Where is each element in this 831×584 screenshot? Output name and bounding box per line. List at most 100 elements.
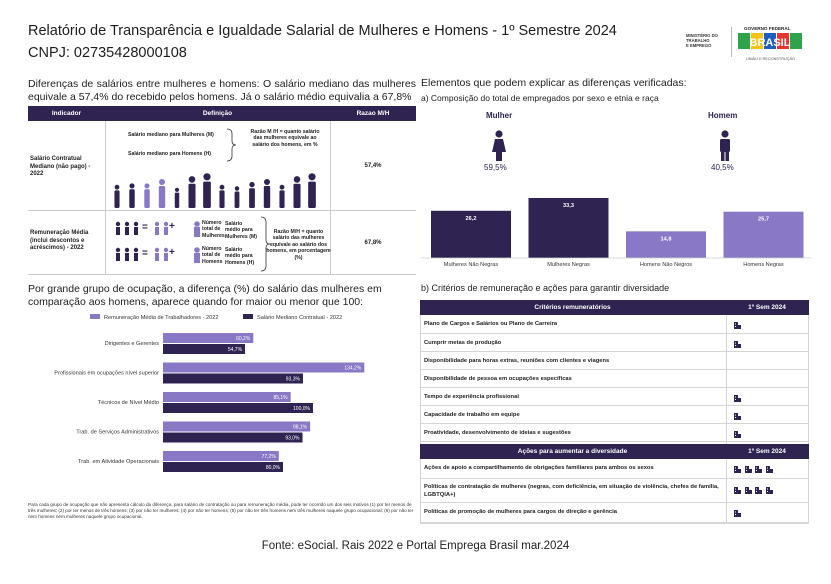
- building-icon: [744, 466, 752, 473]
- criteria-row-label: Disponibilidade de pessoa em ocupações e…: [424, 376, 572, 382]
- criteria-row-label: Proatividade, desenvolvimento de ideias …: [424, 430, 571, 436]
- criteria-row-label: Políticas de promoção de mulheres para c…: [424, 509, 617, 515]
- composition-category-label: Mulheres Não Negras: [444, 262, 499, 268]
- person-icon: [144, 183, 150, 208]
- criteria-row-label: Disponibilidade para horas extras, reuni…: [424, 358, 610, 364]
- person-icon: [174, 187, 180, 208]
- person-icon: [203, 173, 211, 208]
- bar-remuneracao: [163, 451, 279, 461]
- building-icon: [734, 431, 741, 438]
- table-header: [28, 106, 416, 121]
- criteria-row-label: Ações de apoio a compartilhamento de obr…: [424, 465, 654, 471]
- bar-value-label: 93,0%: [285, 436, 300, 442]
- row2-equals-b: =: [142, 248, 148, 259]
- composition-value-label: 26,2: [466, 216, 477, 222]
- category-label: Técnicos de Nível Médio: [98, 400, 159, 406]
- category-label: Trab. em Atividade Operacionais: [78, 459, 159, 465]
- row2-indicator: Remuneração Média (inclui descontos e ac…: [30, 230, 89, 251]
- person-icon: [158, 179, 166, 208]
- row1-def-note: Razão M /H = quanto salário das mulheres…: [250, 129, 320, 148]
- row1-brace: [226, 128, 237, 162]
- criteria-header-label: Critérios remuneratórios: [534, 304, 611, 311]
- composition-value-label: 14,8: [661, 236, 672, 242]
- women-pct: 59,5%: [484, 163, 507, 172]
- salary-intro: Diferenças de salários entre mulheres e …: [28, 78, 416, 103]
- men-pct: 40,5%: [711, 163, 734, 172]
- building-icon: [755, 487, 762, 494]
- building-icon: [734, 413, 741, 420]
- bar-remuneracao: [163, 362, 365, 373]
- row1-def-men: Salário mediano para Homens (H): [128, 151, 212, 157]
- criteria-row-icons: [733, 321, 744, 331]
- ministry-logo: MINISTÉRIO DO TRABALHO E EMPREGO: [686, 33, 718, 48]
- bar-value-label: 98,1%: [293, 425, 308, 431]
- criteria-row: Capacidade de trabalho em equipe: [420, 406, 809, 424]
- bar-value-label: 60,2%: [236, 336, 251, 342]
- row2-plus-a: +: [169, 221, 175, 232]
- criteria-row-icons: [733, 509, 744, 519]
- person-icon: [293, 176, 301, 208]
- composition-category-label: Homens Negras: [743, 262, 784, 268]
- building-icon: [755, 466, 762, 473]
- ministry-line-3: E EMPREGO: [686, 43, 712, 48]
- person-icon: [308, 173, 316, 208]
- criteria-row-icons: [733, 412, 744, 422]
- criteria-row-label: Capacidade de trabalho em equipe: [424, 412, 520, 418]
- bar-salario: [163, 462, 283, 472]
- person-icon: [114, 184, 120, 208]
- bar-salario: [163, 403, 313, 413]
- row1-def-women: Salário mediano para Mulheres (M): [128, 132, 214, 138]
- bar-salario: [163, 432, 303, 443]
- building-icon: [734, 395, 741, 402]
- criteria-row: Disponibilidade de pessoa em ocupações e…: [420, 370, 809, 388]
- criteria-title: b) Critérios de remuneração e ações para…: [421, 283, 670, 293]
- building-icon: [734, 510, 741, 517]
- criteria-header-period: 1º Sem 2024: [748, 304, 786, 311]
- criteria-row: Políticas de promoção de mulheres para c…: [420, 503, 809, 523]
- gov-brand-text: BRASIL: [750, 37, 791, 49]
- gov-top-text: GOVERNO FEDERAL: [744, 26, 791, 31]
- category-label: Profissionais em ocupações nível superio…: [54, 371, 159, 377]
- row2-people-icons: [115, 221, 139, 261]
- building-icon: [734, 322, 741, 329]
- criteria-row: Políticas de contratação de mulheres (ne…: [420, 479, 809, 503]
- cnpj: CNPJ: 02735428000108: [28, 45, 187, 61]
- composition-bar-chart: 26,2 Mulheres Não Negras 33,3 Mulheres Negr…: [421, 198, 811, 268]
- diversity-header-label: Ações para aumentar a diversidade: [517, 448, 628, 455]
- man-icon: [720, 130, 730, 161]
- right-header: Elementos que podem explicar as diferenç…: [421, 77, 687, 89]
- bar-salario: [163, 373, 303, 384]
- category-label: Dirigentes e Gerentes: [105, 341, 160, 347]
- occupation-footnote: Para cada grupo de ocupação que não apre…: [28, 502, 414, 520]
- bar-value-label: 134,2%: [344, 366, 362, 372]
- row2-def-women-total: Número total de Mulheres: [202, 220, 225, 239]
- criteria-row: Disponibilidade para horas extras, reuni…: [420, 352, 809, 370]
- building-icon: [734, 487, 741, 494]
- bar-remuneracao: [163, 421, 311, 432]
- row2-equals-a: =: [142, 222, 148, 233]
- bar-salario: [163, 344, 246, 354]
- criteria-row: Tempo de experiência profissional: [420, 388, 809, 406]
- row2-brace: [260, 216, 271, 272]
- person-icon: [129, 183, 135, 208]
- source-note: Fonte: eSocial. Rais 2022 e Portal Empre…: [261, 540, 570, 552]
- person-icon: [279, 184, 285, 208]
- person-icon: [188, 176, 196, 208]
- bar-value-label: 80,0%: [266, 465, 281, 471]
- row2-plus-b: +: [169, 247, 175, 258]
- person-icon: [263, 179, 271, 208]
- composition-category-label: Homens Não Negros: [640, 262, 692, 268]
- row2-def-women-avg: Salário médio para Mulheres (M): [225, 221, 257, 240]
- page-title: Relatório de Transparência e Igualdade S…: [28, 23, 617, 39]
- row2-def-men-total: Número total de Homens: [202, 246, 223, 265]
- row1-ratio: 57,4%: [364, 163, 382, 169]
- criteria-row-label: Tempo de experiência profissional: [424, 394, 519, 400]
- bar-remuneracao: [163, 333, 254, 343]
- person-icon: [219, 184, 225, 208]
- bar-value-label: 77,2%: [262, 454, 277, 460]
- header-definition: Definição: [202, 110, 233, 117]
- woman-icon: [492, 130, 506, 161]
- criteria-row-icons: [733, 430, 744, 440]
- person-icon: [249, 181, 255, 208]
- gov-brand-mark: BRASIL: [738, 33, 802, 49]
